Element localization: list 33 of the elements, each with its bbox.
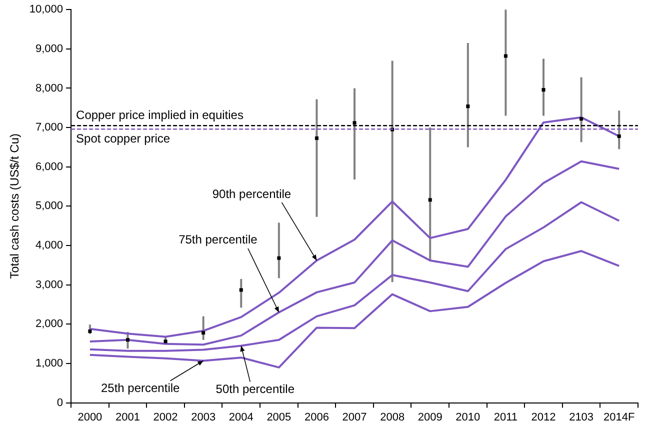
x-tick-label: 2103 (569, 411, 594, 424)
x-tick-label: 2003 (191, 411, 216, 424)
annotation: 50th percentile (216, 382, 295, 396)
x-tick-label: 2001 (116, 411, 140, 424)
y-tick-label: 5,000 (36, 200, 64, 212)
x-tick-label: 2000 (78, 411, 102, 424)
y-tick-label: 2,000 (36, 318, 64, 330)
x-tick-label: 2009 (418, 411, 442, 424)
x-tick-label: 2008 (380, 411, 405, 424)
x-tick-label: 2012 (531, 411, 556, 424)
y-tick-label: 7,000 (36, 122, 64, 134)
annotation: 25th percentile (100, 381, 180, 396)
y-tick-label: 6,000 (36, 160, 64, 173)
x-tick-label: 2014F (604, 411, 635, 424)
y-tick-label: 9,000 (36, 42, 64, 55)
annotation: 75th percentile (178, 232, 258, 247)
y-tick-label: 10,000 (29, 4, 64, 16)
x-tick-label: 2002 (153, 411, 178, 424)
ref-line-label: Spot copper price (76, 131, 170, 146)
annotation: 90th percentile (212, 186, 292, 201)
x-tick-label: 2004 (228, 411, 254, 424)
y-tick-label: 0 (56, 396, 64, 409)
ref-line-label: Copper price implied in equities (76, 108, 244, 122)
x-tick-label: 2010 (456, 411, 480, 424)
y-tick-label: 4,000 (36, 240, 64, 252)
x-tick-label: 2006 (304, 411, 329, 424)
x-tick-label: 2011 (494, 411, 518, 424)
x-tick-label: 2005 (266, 411, 292, 424)
y-tick-label: 1,000 (36, 358, 64, 370)
y-tick-label: 3,000 (36, 278, 64, 291)
y-axis-title: Total cash costs (US$/t Cu) (8, 134, 22, 279)
x-tick-label: 2007 (342, 411, 367, 424)
y-tick-label: 8,000 (36, 82, 64, 94)
